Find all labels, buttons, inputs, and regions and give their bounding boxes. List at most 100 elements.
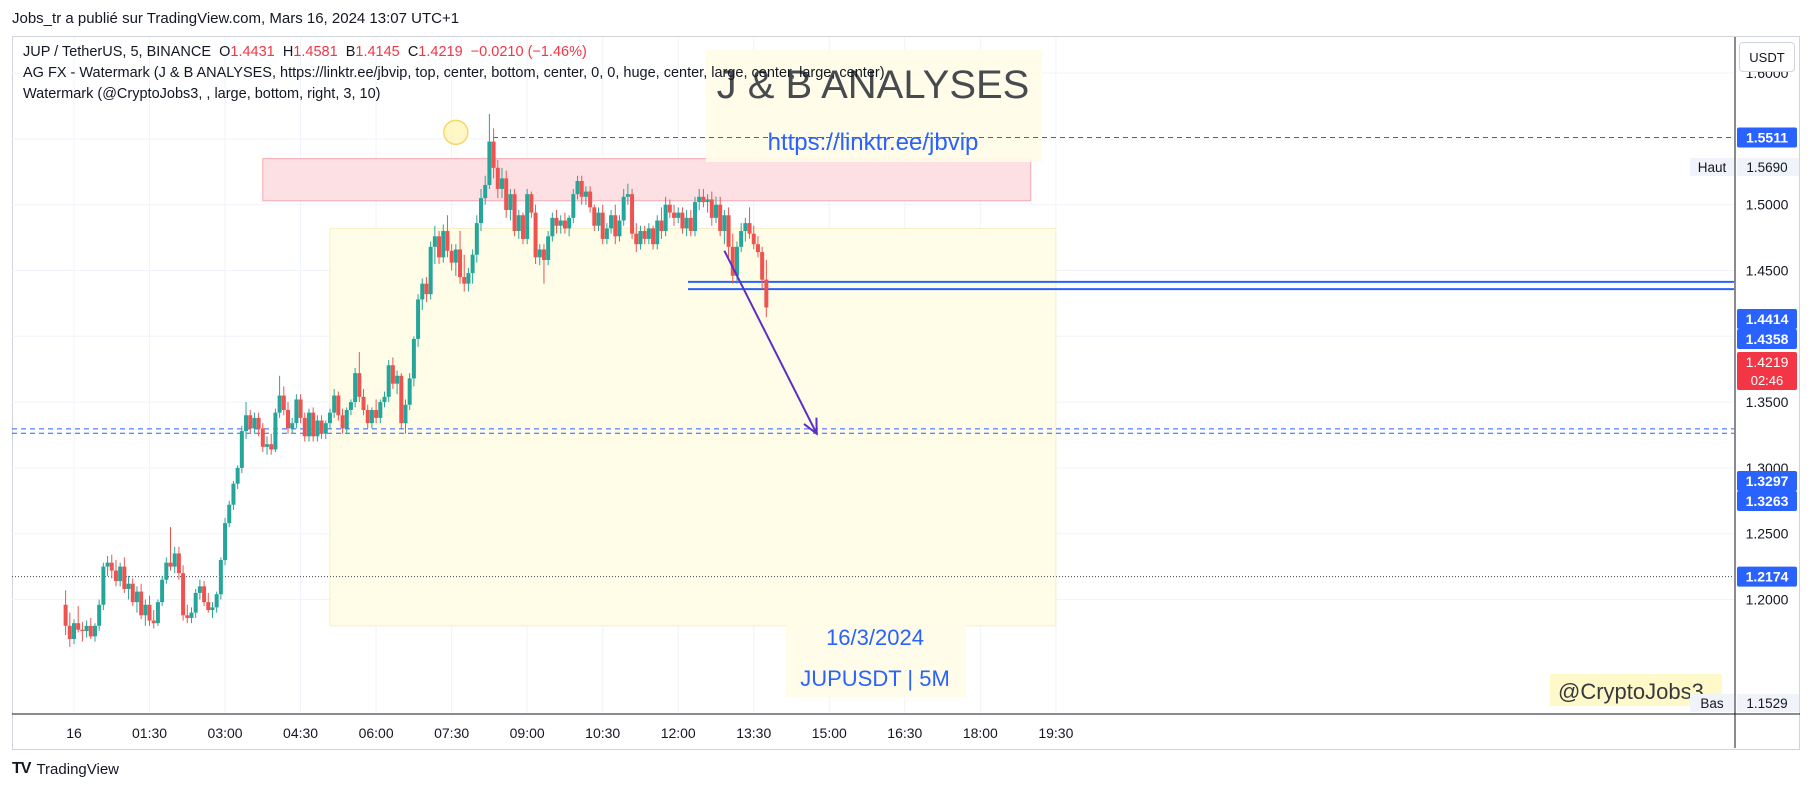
candle-body[interactable] <box>541 249 546 260</box>
candle-body[interactable] <box>646 228 651 239</box>
candle-body[interactable] <box>311 412 316 437</box>
candle-body[interactable] <box>235 467 240 484</box>
candle-body[interactable] <box>176 553 181 574</box>
candle-body[interactable] <box>353 373 358 403</box>
candle-body[interactable] <box>583 191 588 197</box>
candle-body[interactable] <box>613 215 618 237</box>
candle-body[interactable] <box>382 396 387 403</box>
candle-body[interactable] <box>227 504 232 524</box>
candle-body[interactable] <box>256 417 261 429</box>
candle-body[interactable] <box>479 198 484 224</box>
candle-body[interactable] <box>197 586 202 593</box>
candle-body[interactable] <box>365 409 370 424</box>
candle-body[interactable] <box>466 273 471 284</box>
candle-body[interactable] <box>751 233 756 245</box>
candle-body[interactable] <box>604 228 609 239</box>
candle-body[interactable] <box>470 254 475 274</box>
candle-body[interactable] <box>630 194 635 234</box>
candle-body[interactable] <box>172 553 177 567</box>
candle-body[interactable] <box>416 299 421 339</box>
candle-body[interactable] <box>743 223 748 232</box>
candle-body[interactable] <box>109 562 114 571</box>
candle-body[interactable] <box>306 412 311 437</box>
candle-body[interactable] <box>139 591 144 616</box>
candle-body[interactable] <box>395 375 400 384</box>
candle-body[interactable] <box>285 409 290 429</box>
candle-body[interactable] <box>432 236 437 247</box>
candle-body[interactable] <box>508 194 513 210</box>
candle-body[interactable] <box>529 194 534 213</box>
candle-body[interactable] <box>407 378 412 405</box>
candle-body[interactable] <box>206 602 211 611</box>
candle-body[interactable] <box>516 215 521 232</box>
candle-body[interactable] <box>546 236 551 260</box>
candle-body[interactable] <box>411 338 416 379</box>
candle-body[interactable] <box>755 244 760 253</box>
currency-button[interactable]: USDT <box>1739 42 1795 72</box>
candle-body[interactable] <box>445 231 450 251</box>
candle-body[interactable] <box>281 395 286 410</box>
candle-body[interactable] <box>600 212 605 239</box>
candle-body[interactable] <box>651 228 656 245</box>
candle-body[interactable] <box>302 417 307 437</box>
candle-body[interactable] <box>160 579 165 603</box>
candle-body[interactable] <box>617 220 622 237</box>
candle-body[interactable] <box>726 215 731 247</box>
candle-body[interactable] <box>550 217 555 237</box>
candle-body[interactable] <box>319 420 324 434</box>
trend-arrow[interactable] <box>723 250 818 435</box>
candle-body[interactable] <box>659 220 664 232</box>
candle-body[interactable] <box>252 417 257 429</box>
candle-body[interactable] <box>533 212 538 258</box>
candle-body[interactable] <box>214 594 219 608</box>
indicator-legend-2[interactable]: Watermark (@CryptoJobs3, , large, bottom… <box>23 86 381 102</box>
candle-body[interactable] <box>151 620 156 624</box>
candle-body[interactable] <box>323 423 328 434</box>
candle-body[interactable] <box>399 375 404 424</box>
candle-body[interactable] <box>487 141 492 185</box>
candle-body[interactable] <box>579 181 584 197</box>
candle-body[interactable] <box>105 562 110 567</box>
candle-body[interactable] <box>667 204 672 213</box>
candle-body[interactable] <box>684 217 689 229</box>
candle-body[interactable] <box>453 249 458 263</box>
candle-body[interactable] <box>336 395 341 416</box>
candle-body[interactable] <box>420 283 425 300</box>
candle-body[interactable] <box>504 178 509 210</box>
candle-body[interactable] <box>260 428 265 447</box>
candle-body[interactable] <box>571 194 576 218</box>
candle-body[interactable] <box>155 602 160 624</box>
resistance-zone[interactable] <box>262 158 1032 202</box>
candle-body[interactable] <box>739 231 744 247</box>
candle-body[interactable] <box>567 217 572 229</box>
candle-body[interactable] <box>231 483 236 505</box>
candle-body[interactable] <box>92 625 97 637</box>
candle-body[interactable] <box>449 250 454 263</box>
candle-body[interactable] <box>134 591 139 603</box>
candle-body[interactable] <box>118 566 123 582</box>
candle-body[interactable] <box>277 395 282 413</box>
candle-body[interactable] <box>734 246 739 276</box>
candle-body[interactable] <box>474 223 479 255</box>
candle-body[interactable] <box>101 566 106 605</box>
candle-body[interactable] <box>722 215 727 232</box>
candle-body[interactable] <box>273 412 278 450</box>
candle-body[interactable] <box>265 444 270 447</box>
candle-body[interactable] <box>403 404 408 424</box>
candle-body[interactable] <box>520 215 525 239</box>
candle-body[interactable] <box>680 212 685 229</box>
candle-body[interactable] <box>315 420 320 437</box>
candle-body[interactable] <box>97 604 102 626</box>
candle-body[interactable] <box>424 283 429 295</box>
candle-body[interactable] <box>437 236 442 258</box>
candle-body[interactable] <box>239 431 244 468</box>
candle-body[interactable] <box>327 412 332 424</box>
candle-body[interactable] <box>344 409 349 429</box>
candle-body[interactable] <box>499 178 504 189</box>
candle-body[interactable] <box>390 365 395 384</box>
candle-body[interactable] <box>202 586 207 603</box>
candle-body[interactable] <box>458 249 463 278</box>
candle-body[interactable] <box>348 402 353 410</box>
candle-body[interactable] <box>718 204 723 232</box>
